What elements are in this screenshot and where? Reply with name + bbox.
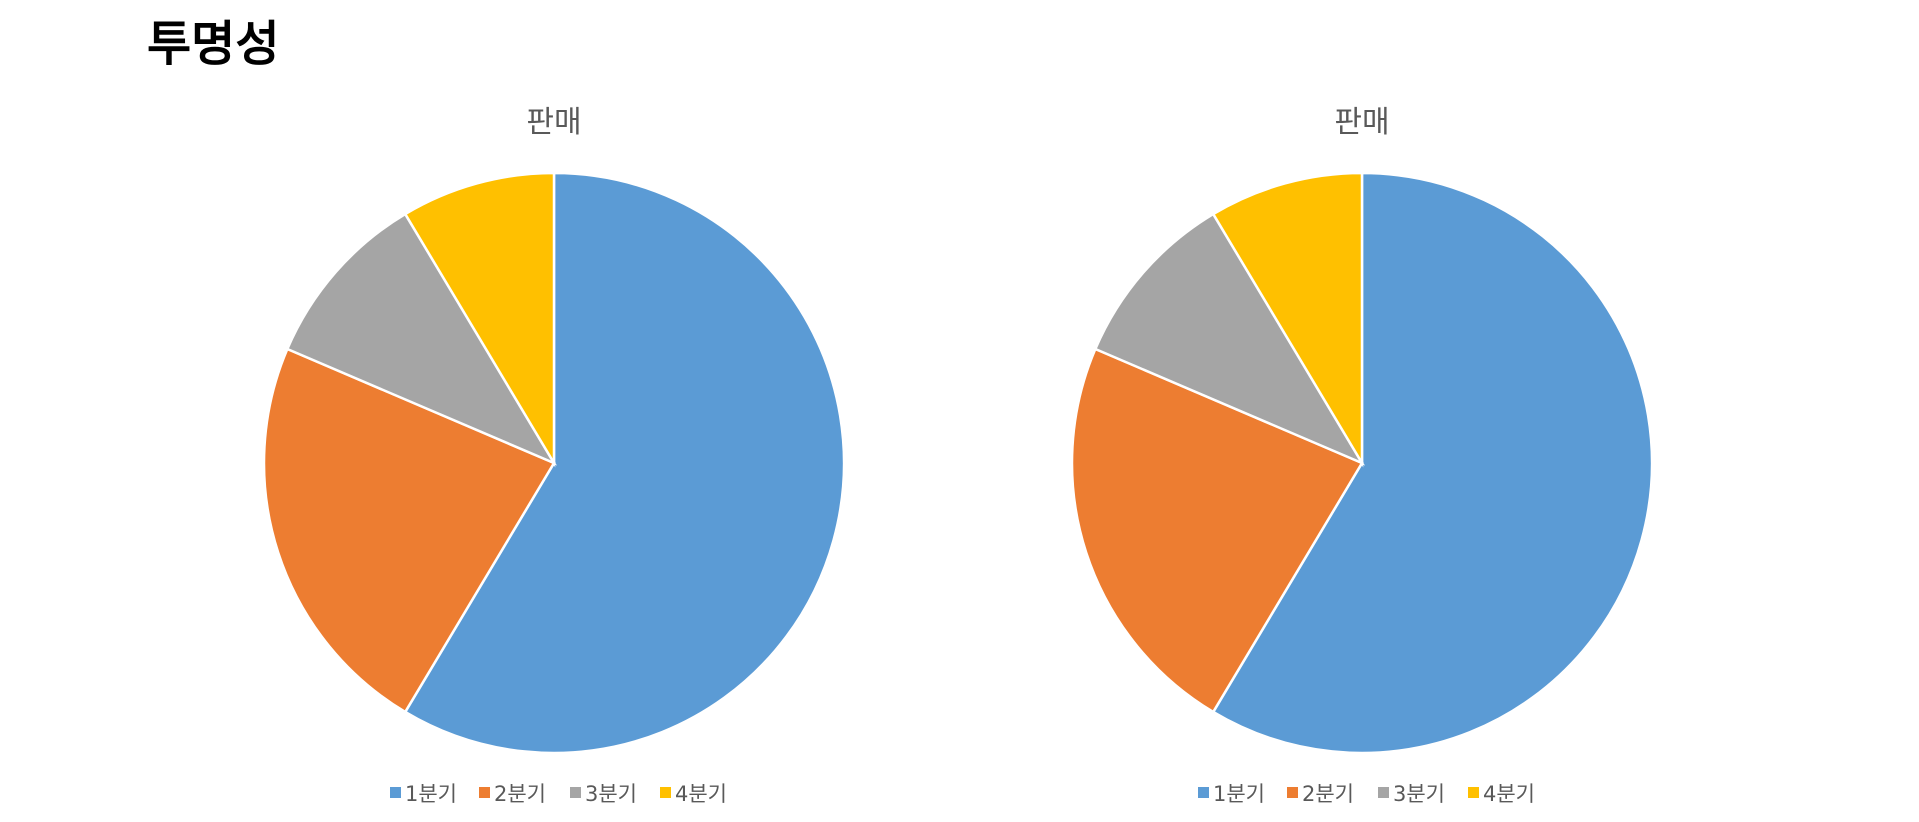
legend-swatch [1198,787,1209,798]
pie-slice [262,347,556,714]
chart-title: 판매 [526,105,581,140]
pie-slice [403,171,556,468]
legend-swatch [390,787,401,798]
legend-label: 3분기 [585,782,637,806]
legend-swatch [660,787,671,798]
page-title: 투명성 [147,16,279,72]
legend-swatch [1287,787,1298,798]
pie-slice [285,212,558,466]
legend-label: 4분기 [675,782,727,806]
chart-title: 판매 [1334,105,1389,140]
legend-label: 4분기 [1483,782,1535,806]
legend-swatch [479,787,490,798]
legend-label: 2분기 [494,782,546,806]
legend-swatch [570,787,581,798]
legend-label: 1분기 [1213,782,1265,806]
pie-slice [403,171,846,755]
pie-slice [1093,212,1366,466]
pie-slice [1211,171,1654,755]
legend-swatch [1378,787,1389,798]
legend-label: 1분기 [405,782,457,806]
pie-slice [1211,171,1364,468]
legend-label: 2분기 [1302,782,1354,806]
legend-swatch [1468,787,1479,798]
pie-slice [1070,347,1364,714]
legend-label: 3분기 [1393,782,1445,806]
